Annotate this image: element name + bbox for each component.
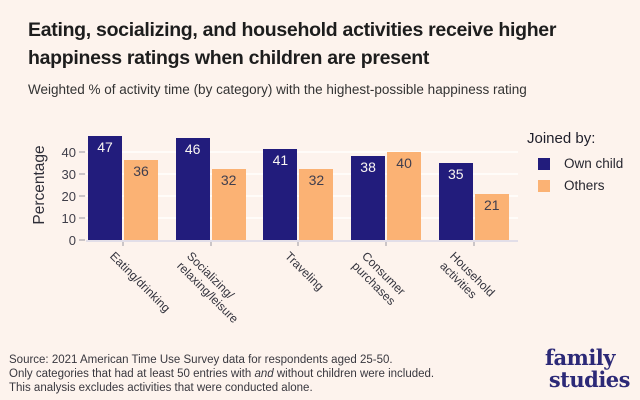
bar-value-label: 32 [220,172,237,188]
y-tick-label: 20 [61,188,76,204]
bar-own-child: 35 [438,163,473,240]
x-category-label: Household activities [436,249,498,302]
legend-swatch [538,157,550,170]
x-tick-mark [385,242,388,246]
bar-own-child: 41 [263,149,298,240]
y-tick-mark [79,239,85,241]
x-category-label: Consumer purchases [349,249,409,308]
chart-title: Eating, socializing, and household activ… [28,19,557,69]
y-tick-label: 0 [68,233,76,248]
source-line-1: Source: 2021 American Time Use Survey da… [9,354,393,366]
y-tick-mark [79,150,85,153]
legend-label: Others [564,178,605,193]
bar-value-label: 46 [184,141,201,157]
source-note: Source: 2021 American Time Use Survey da… [9,353,434,395]
logo-line-2: studies [548,367,631,392]
x-tick-mark [472,242,475,246]
bar-own-child: 38 [351,156,386,240]
x-category-label: Traveling [282,249,327,294]
x-category-label: Socializing/ relaxing/leisure [173,249,241,326]
chart-subtitle: Weighted % of activity time (by category… [28,82,527,97]
bar-others: 32 [299,169,334,240]
bar-others: 36 [124,160,158,240]
legend: Joined by: Own child Others [527,130,623,200]
bar-value-label: 32 [308,172,325,188]
bar-value-label: 47 [97,139,113,155]
y-tick-label: 30 [61,166,76,182]
y-tick-label: 10 [61,210,76,226]
bar-others: 32 [211,169,246,240]
legend-item: Own child [538,156,623,171]
x-category-label: Eating/drinking [107,249,174,316]
bar-value-label: 35 [448,166,464,182]
source-line-2: Only categories that had at least 50 ent… [9,368,435,380]
x-tick-mark [297,242,300,246]
y-tick-mark [79,216,85,219]
bar-value-label: 36 [133,163,149,179]
y-tick-label: 40 [61,144,76,160]
gridline-40 [86,150,518,153]
y-tick-mark [79,172,85,175]
plot-area: 47 36 46 32 41 32 38 40 35 21 [86,130,518,242]
bar-value-label: 38 [360,159,376,175]
bar-own-child: 46 [175,138,210,240]
logo-line-1: family [544,345,616,370]
legend-item: Others [538,178,623,193]
x-tick-mark [122,242,124,246]
y-tick-mark [79,194,85,197]
source-line-3: This analysis excludes activities that w… [9,382,313,394]
family-studies-logo: family studies [544,345,631,392]
legend-title: Joined by: [527,130,596,147]
bar-value-label: 40 [396,155,412,171]
bar-value-label: 21 [484,197,500,213]
x-tick-mark [209,242,212,246]
bar-others: 21 [474,194,509,240]
bar-others: 40 [387,152,422,240]
bar-own-child: 47 [88,136,122,240]
bar-value-label: 41 [272,152,289,168]
legend-label: Own child [564,156,624,171]
legend-swatch [538,179,550,192]
